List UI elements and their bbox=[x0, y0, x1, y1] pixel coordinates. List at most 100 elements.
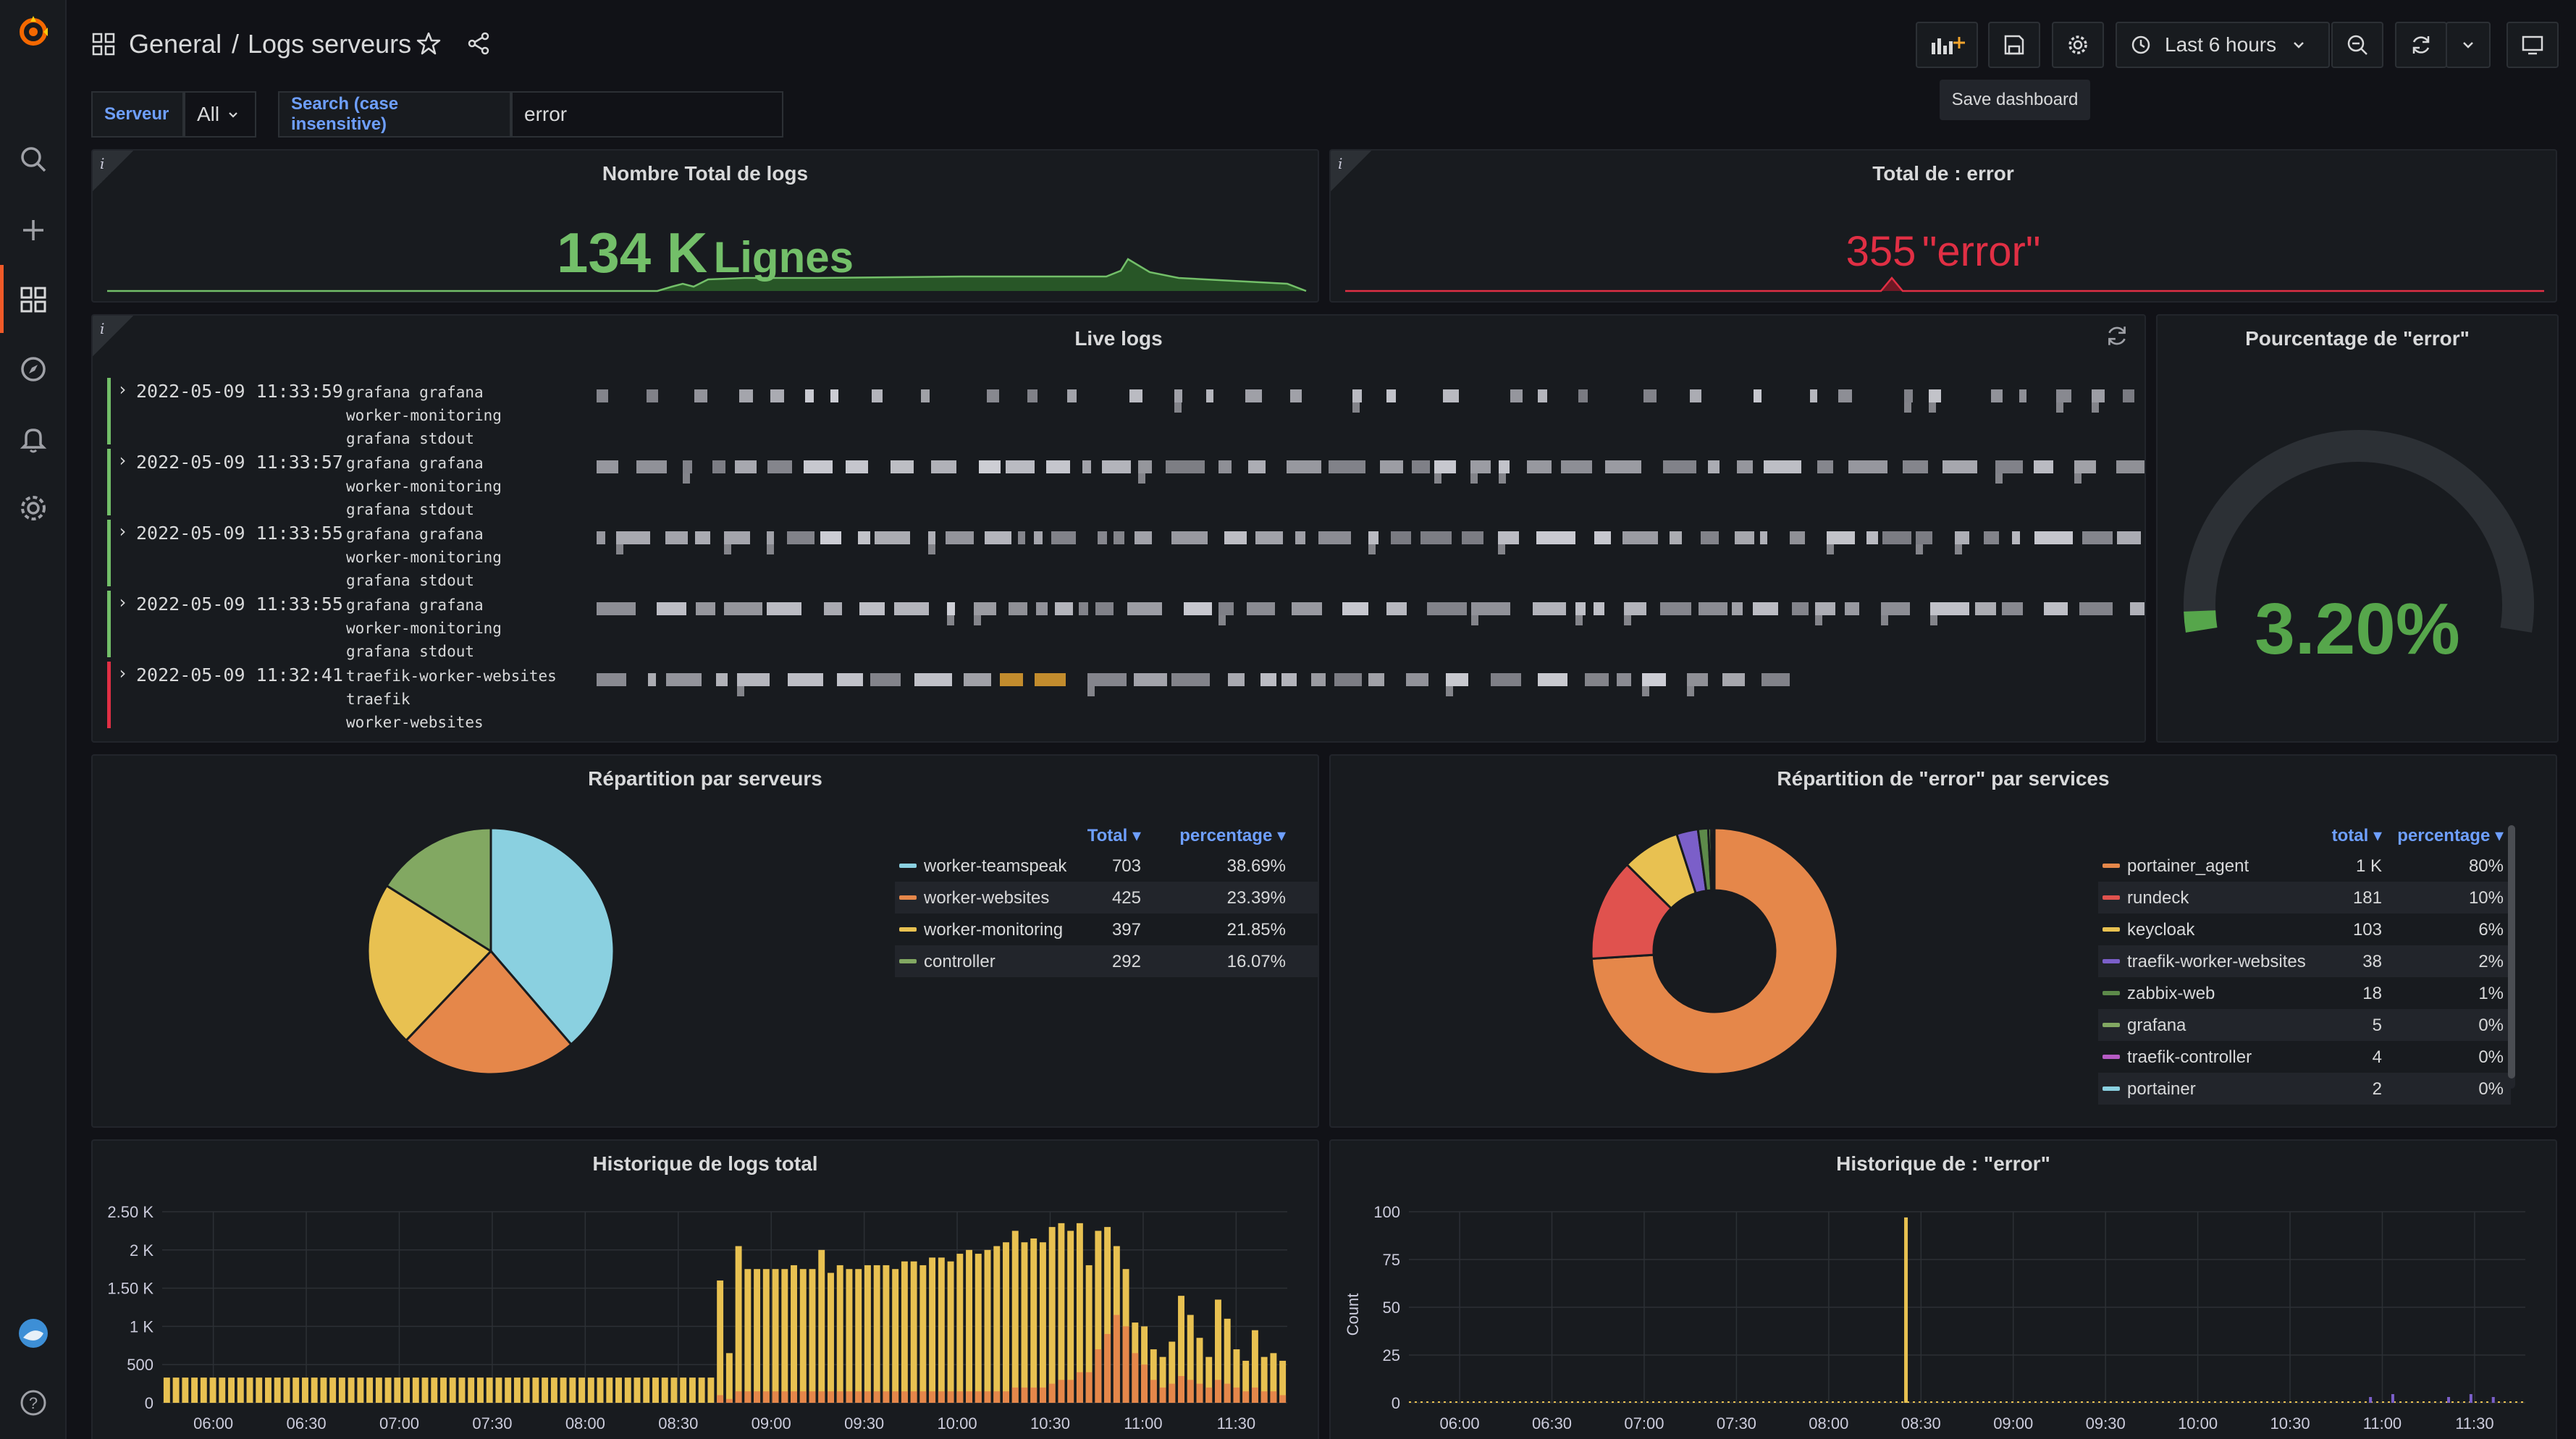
legend-row[interactable]: traefik-worker-websites 38 2% bbox=[2098, 945, 2511, 977]
bar[interactable] bbox=[1011, 1231, 1019, 1403]
bar[interactable] bbox=[403, 1377, 411, 1403]
bar[interactable] bbox=[265, 1377, 272, 1403]
bar[interactable] bbox=[597, 1377, 604, 1403]
bar-stack[interactable] bbox=[1030, 1387, 1037, 1403]
legend-sort-total[interactable]: total ▾ bbox=[2331, 826, 2382, 845]
bar[interactable] bbox=[1169, 1341, 1176, 1403]
bar-stack[interactable] bbox=[1251, 1387, 1258, 1403]
bar[interactable] bbox=[791, 1265, 797, 1403]
bar[interactable] bbox=[1242, 1360, 1250, 1403]
bar-stack[interactable] bbox=[725, 1398, 733, 1403]
bar[interactable] bbox=[1270, 1353, 1277, 1403]
dashboard-settings-button[interactable] bbox=[2052, 22, 2104, 68]
bar[interactable] bbox=[440, 1377, 447, 1403]
bar[interactable] bbox=[661, 1377, 668, 1403]
alerting-bell-icon[interactable] bbox=[16, 421, 51, 456]
time-range-picker[interactable]: Last 6 hours bbox=[2116, 22, 2330, 68]
bar-stack[interactable] bbox=[1215, 1380, 1221, 1403]
legend-row[interactable]: worker-teamspeak 703 38.69% bbox=[895, 850, 1318, 882]
bar-stack[interactable] bbox=[984, 1391, 991, 1403]
bar[interactable] bbox=[532, 1377, 539, 1403]
tv-mode-button[interactable] bbox=[2506, 22, 2559, 68]
bar[interactable] bbox=[1076, 1223, 1083, 1403]
bar[interactable] bbox=[624, 1377, 631, 1403]
bar-stack[interactable] bbox=[846, 1391, 853, 1403]
bar[interactable] bbox=[486, 1377, 493, 1403]
error-bar-small[interactable] bbox=[2447, 1397, 2451, 1403]
bar[interactable] bbox=[698, 1377, 705, 1403]
add-panel-button[interactable] bbox=[1916, 22, 1978, 68]
bar[interactable] bbox=[652, 1377, 659, 1403]
bar[interactable] bbox=[643, 1377, 650, 1403]
bar[interactable] bbox=[1095, 1231, 1102, 1403]
bar[interactable] bbox=[883, 1265, 890, 1403]
bar-stack[interactable] bbox=[1113, 1314, 1120, 1403]
bar-stack[interactable] bbox=[1178, 1376, 1184, 1403]
bar[interactable] bbox=[892, 1269, 899, 1403]
expand-chevron-icon[interactable]: › bbox=[117, 663, 128, 683]
panel-info-icon[interactable]: i bbox=[93, 316, 133, 356]
bar[interactable] bbox=[680, 1377, 687, 1403]
legend-row[interactable]: portainer 2 0% bbox=[2098, 1073, 2511, 1105]
bar[interactable] bbox=[550, 1377, 557, 1403]
expand-chevron-icon[interactable]: › bbox=[117, 521, 128, 541]
bar-stack[interactable] bbox=[938, 1391, 945, 1403]
bar[interactable] bbox=[1251, 1330, 1258, 1403]
panel-info-icon[interactable]: i bbox=[93, 151, 133, 191]
bar-stack[interactable] bbox=[828, 1391, 834, 1403]
log-row[interactable]: › 2022-05-09 11:32:41 traefik-worker-websi… bbox=[107, 662, 2134, 731]
bar[interactable] bbox=[274, 1377, 281, 1403]
bar-stack[interactable] bbox=[809, 1391, 816, 1403]
bar-stack[interactable] bbox=[883, 1391, 890, 1403]
bar[interactable] bbox=[828, 1273, 834, 1403]
bar[interactable] bbox=[762, 1269, 770, 1403]
refresh-button[interactable] bbox=[2395, 22, 2447, 68]
bar-stack[interactable] bbox=[947, 1391, 954, 1403]
bar[interactable] bbox=[1159, 1356, 1166, 1403]
legend-row[interactable]: zabbix-web 18 1% bbox=[2098, 977, 2511, 1009]
breadcrumb-folder[interactable]: General bbox=[129, 29, 222, 59]
bar[interactable] bbox=[947, 1261, 954, 1403]
bar[interactable] bbox=[1215, 1299, 1221, 1403]
bar-stack[interactable] bbox=[1048, 1383, 1056, 1403]
bar[interactable] bbox=[246, 1377, 253, 1403]
error-spike-bar[interactable] bbox=[1904, 1217, 1908, 1403]
expand-chevron-icon[interactable]: › bbox=[117, 450, 128, 470]
search-variable-input[interactable]: error bbox=[511, 91, 783, 138]
bar[interactable] bbox=[578, 1377, 586, 1403]
bar[interactable] bbox=[542, 1377, 549, 1403]
error-bar-small[interactable] bbox=[2391, 1394, 2394, 1403]
bar[interactable] bbox=[799, 1269, 807, 1403]
bar[interactable] bbox=[846, 1269, 853, 1403]
bar-stack[interactable] bbox=[1122, 1326, 1129, 1403]
legend-row[interactable]: worker-websites 425 23.39% bbox=[895, 882, 1318, 913]
bar-stack[interactable] bbox=[762, 1391, 770, 1403]
bar[interactable] bbox=[1150, 1349, 1157, 1403]
bar[interactable] bbox=[1233, 1349, 1240, 1403]
bar[interactable] bbox=[1178, 1296, 1184, 1403]
bar-stack[interactable] bbox=[1187, 1380, 1194, 1403]
pie-slice-worker-websites[interactable] bbox=[404, 949, 573, 1076]
pie-slice-worker-monitoring[interactable] bbox=[366, 884, 493, 1042]
bar-stack[interactable] bbox=[818, 1391, 825, 1403]
bar[interactable] bbox=[901, 1261, 908, 1403]
bar-stack[interactable] bbox=[993, 1391, 1001, 1403]
bar[interactable] bbox=[523, 1377, 530, 1403]
bar-stack[interactable] bbox=[717, 1395, 724, 1403]
bar-stack[interactable] bbox=[966, 1391, 973, 1403]
log-row[interactable]: › 2022-05-09 11:33:55 grafana grafana worke… bbox=[107, 591, 2144, 660]
bar[interactable] bbox=[1067, 1231, 1074, 1403]
bar[interactable] bbox=[412, 1377, 419, 1403]
bar[interactable] bbox=[320, 1377, 327, 1403]
serveur-variable-select[interactable]: All bbox=[184, 91, 256, 138]
bar[interactable] bbox=[172, 1377, 180, 1403]
bar-stack[interactable] bbox=[1067, 1380, 1074, 1403]
bar-stack[interactable] bbox=[1242, 1391, 1250, 1403]
grafana-logo-icon[interactable] bbox=[16, 14, 51, 49]
bar-stack[interactable] bbox=[1132, 1353, 1139, 1403]
legend-row[interactable]: traefik-controller 4 0% bbox=[2098, 1041, 2511, 1073]
configuration-gear-icon[interactable] bbox=[16, 491, 51, 526]
bar[interactable] bbox=[228, 1377, 235, 1403]
bar[interactable] bbox=[1003, 1242, 1009, 1403]
refresh-interval-dropdown[interactable] bbox=[2446, 22, 2491, 68]
